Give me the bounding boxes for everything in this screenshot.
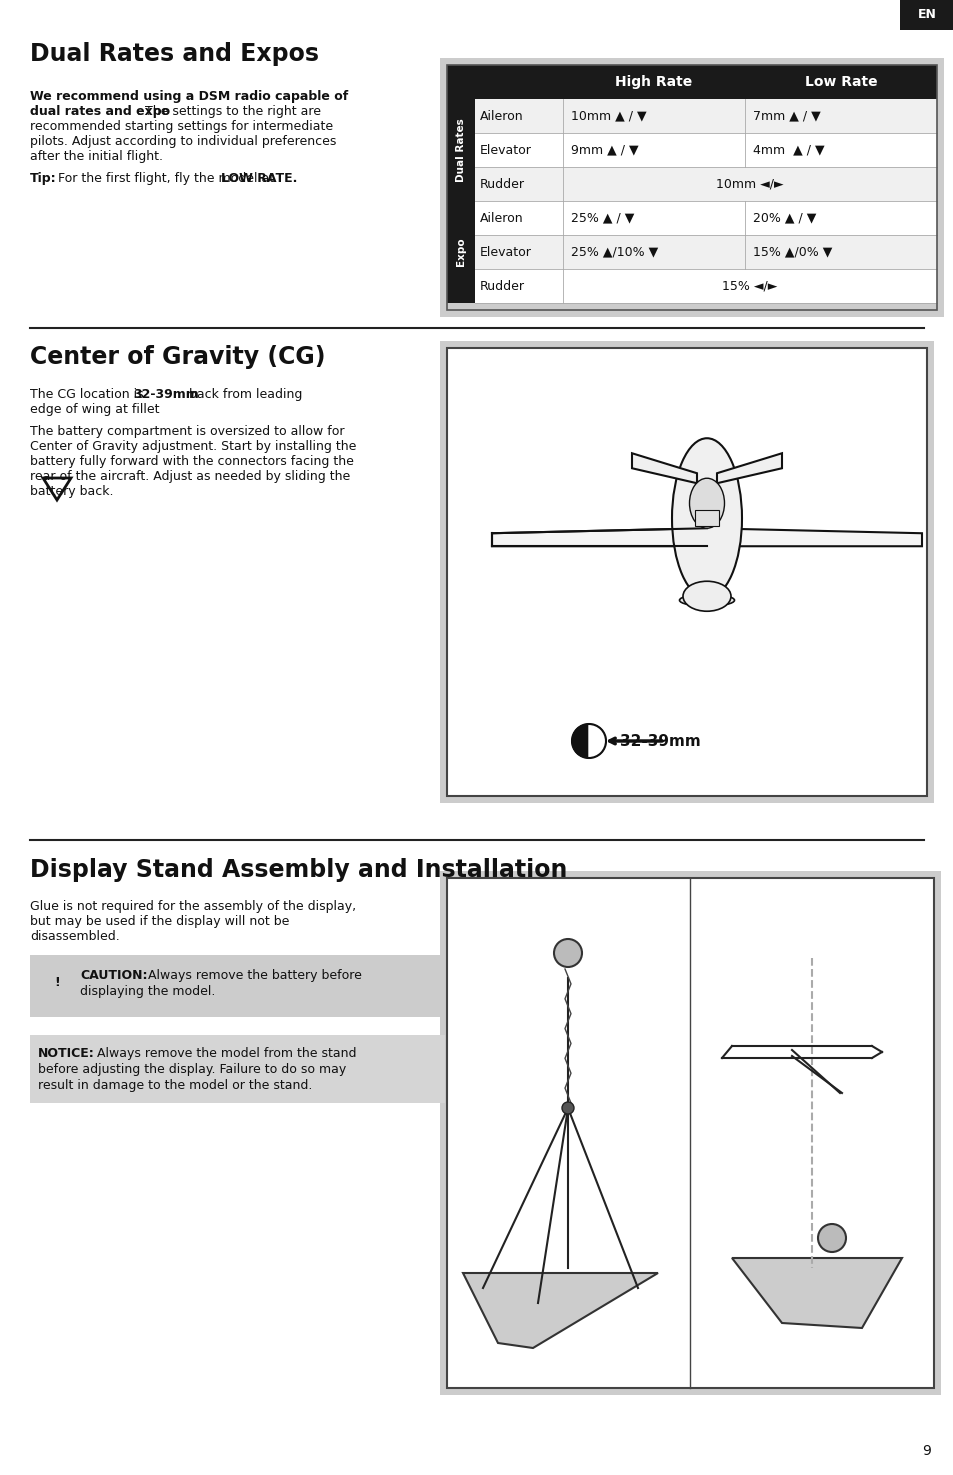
Text: Low Rate: Low Rate <box>803 75 877 88</box>
Text: Aileron: Aileron <box>479 211 523 224</box>
Bar <box>447 201 475 302</box>
Text: The CG location is: The CG location is <box>30 388 148 401</box>
Bar <box>447 348 926 796</box>
Bar <box>475 268 936 302</box>
Text: 7mm ▲ / ▼: 7mm ▲ / ▼ <box>752 109 820 122</box>
Circle shape <box>572 724 605 758</box>
Text: CAUTION:: CAUTION: <box>80 969 148 982</box>
Text: 4mm  ▲ / ▼: 4mm ▲ / ▼ <box>752 143 823 156</box>
Text: EN: EN <box>917 9 936 22</box>
Bar <box>695 510 719 527</box>
Circle shape <box>561 1102 574 1114</box>
Text: 9: 9 <box>922 1444 930 1457</box>
Bar <box>447 65 936 99</box>
Bar <box>899 0 953 30</box>
Polygon shape <box>462 1273 658 1348</box>
Polygon shape <box>492 528 706 546</box>
Bar <box>447 65 936 310</box>
Bar <box>447 348 926 796</box>
Bar <box>447 878 933 1388</box>
Text: Dual Rates: Dual Rates <box>456 118 465 181</box>
Text: Rudder: Rudder <box>479 177 524 190</box>
Text: Center of Gravity (CG): Center of Gravity (CG) <box>30 345 325 369</box>
Text: Display Stand Assembly and Installation: Display Stand Assembly and Installation <box>30 858 567 882</box>
Text: The battery compartment is oversized to allow for: The battery compartment is oversized to … <box>30 425 344 438</box>
Circle shape <box>554 940 581 968</box>
Polygon shape <box>631 453 697 484</box>
Text: Dual Rates and Expos: Dual Rates and Expos <box>30 41 318 66</box>
Bar <box>475 201 936 235</box>
Circle shape <box>817 1224 845 1252</box>
Text: For the first flight, fly the model at: For the first flight, fly the model at <box>54 173 278 184</box>
Bar <box>439 341 933 802</box>
Text: rear of the aircraft. Adjust as needed by sliding the: rear of the aircraft. Adjust as needed b… <box>30 471 350 482</box>
Ellipse shape <box>671 438 741 599</box>
Polygon shape <box>706 528 921 546</box>
Text: We recommend using a DSM radio capable of: We recommend using a DSM radio capable o… <box>30 90 348 103</box>
Bar <box>447 99 475 201</box>
Ellipse shape <box>689 478 723 528</box>
Text: Always remove the model from the stand: Always remove the model from the stand <box>92 1047 356 1061</box>
Text: 32-39mm: 32-39mm <box>132 388 198 401</box>
Polygon shape <box>43 478 71 500</box>
Bar <box>439 872 940 1395</box>
Text: 10mm ▲ / ▼: 10mm ▲ / ▼ <box>571 109 646 122</box>
Text: Elevator: Elevator <box>479 245 532 258</box>
Text: Center of Gravity adjustment. Start by installing the: Center of Gravity adjustment. Start by i… <box>30 440 356 453</box>
Text: Rudder: Rudder <box>479 279 524 292</box>
Text: NOTICE:: NOTICE: <box>38 1047 94 1061</box>
Polygon shape <box>717 453 781 484</box>
Text: High Rate: High Rate <box>615 75 692 88</box>
Wedge shape <box>588 724 605 758</box>
Ellipse shape <box>682 581 730 611</box>
Text: result in damage to the model or the stand.: result in damage to the model or the sta… <box>38 1080 312 1092</box>
Ellipse shape <box>679 594 734 606</box>
Text: . The settings to the right are: . The settings to the right are <box>137 105 320 118</box>
Text: battery fully forward with the connectors facing the: battery fully forward with the connector… <box>30 454 354 468</box>
Text: battery back.: battery back. <box>30 485 113 499</box>
Text: Tip:: Tip: <box>30 173 56 184</box>
Text: 15% ▲/0% ▼: 15% ▲/0% ▼ <box>752 245 832 258</box>
Text: 25% ▲/10% ▼: 25% ▲/10% ▼ <box>571 245 658 258</box>
Text: Expo: Expo <box>456 237 465 267</box>
Text: Elevator: Elevator <box>479 143 532 156</box>
Text: before adjusting the display. Failure to do so may: before adjusting the display. Failure to… <box>38 1063 346 1075</box>
Text: 20% ▲ / ▼: 20% ▲ / ▼ <box>752 211 816 224</box>
Text: back from leading: back from leading <box>185 388 302 401</box>
Text: 9mm ▲ / ▼: 9mm ▲ / ▼ <box>571 143 638 156</box>
Bar <box>447 878 933 1388</box>
Text: dual rates and expo: dual rates and expo <box>30 105 170 118</box>
Text: 25% ▲ / ▼: 25% ▲ / ▼ <box>571 211 634 224</box>
Text: displaying the model.: displaying the model. <box>80 985 215 999</box>
Text: 10mm ◄/►: 10mm ◄/► <box>716 177 783 190</box>
Text: recommended starting settings for intermediate: recommended starting settings for interm… <box>30 119 333 133</box>
Text: pilots. Adjust according to individual preferences: pilots. Adjust according to individual p… <box>30 136 336 148</box>
Bar <box>30 1035 444 1103</box>
Polygon shape <box>731 1258 901 1328</box>
Bar <box>439 58 943 317</box>
Text: edge of wing at fillet: edge of wing at fillet <box>30 403 159 416</box>
Bar <box>475 99 936 133</box>
Text: 15% ◄/►: 15% ◄/► <box>721 279 777 292</box>
Text: LOW RATE.: LOW RATE. <box>221 173 297 184</box>
Bar <box>475 235 936 268</box>
Text: Aileron: Aileron <box>479 109 523 122</box>
Text: !: ! <box>54 975 60 988</box>
Bar <box>30 954 444 1016</box>
Text: after the initial flight.: after the initial flight. <box>30 150 163 164</box>
Text: but may be used if the display will not be: but may be used if the display will not … <box>30 914 289 928</box>
Text: Always remove the battery before: Always remove the battery before <box>144 969 361 982</box>
Text: Glue is not required for the assembly of the display,: Glue is not required for the assembly of… <box>30 900 355 913</box>
Bar <box>475 167 936 201</box>
Text: 32-39mm: 32-39mm <box>619 733 700 748</box>
Text: disassembled.: disassembled. <box>30 931 120 943</box>
Bar <box>475 133 936 167</box>
